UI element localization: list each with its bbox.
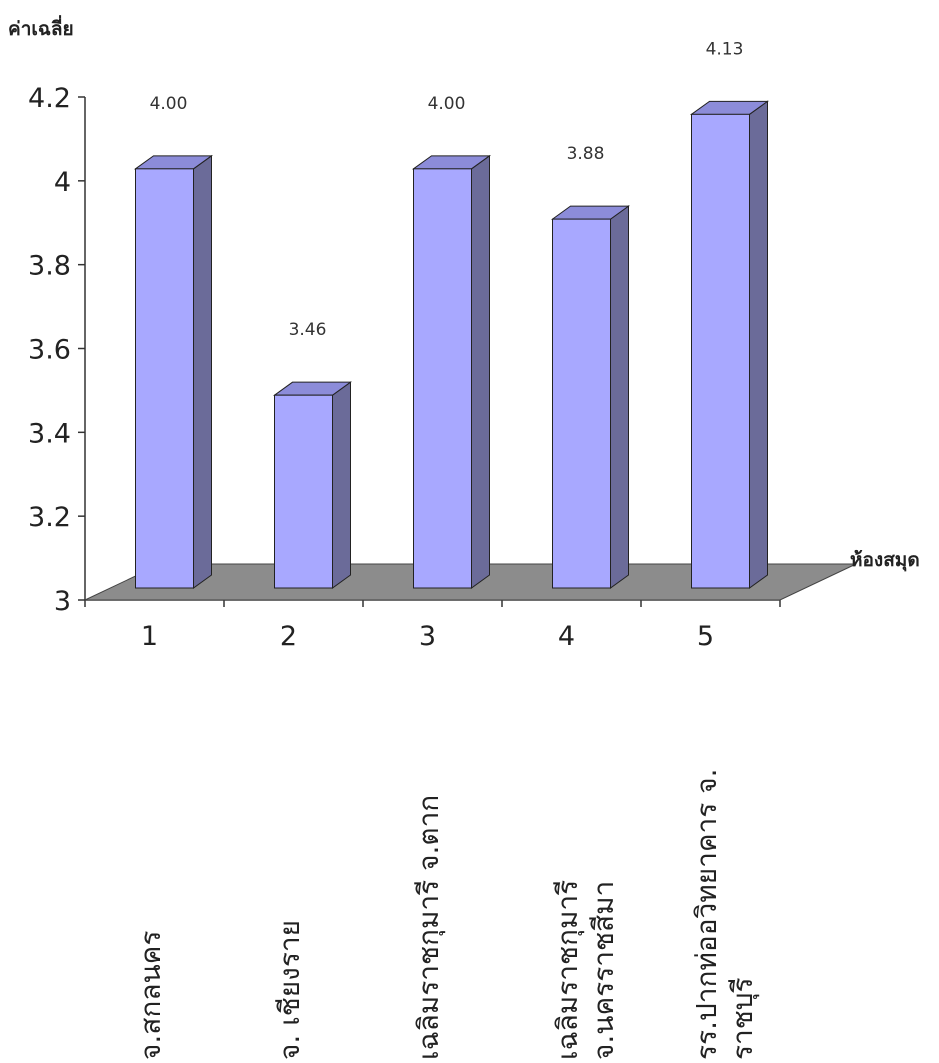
- x-tick-label: 2: [280, 621, 297, 652]
- bar-front: [135, 168, 194, 589]
- category-name-text: เฉลิมราชกุมารี จ.ตาก: [411, 794, 445, 1060]
- x-axis-title: ห้องสมุด: [850, 549, 920, 571]
- data-label: 4.13: [706, 39, 744, 59]
- bar-front: [691, 113, 750, 589]
- bar-2: [272, 381, 353, 589]
- category-name-text: รร.ปากท่ออวิทยาคาร จ. ราชบุรี: [689, 768, 759, 1060]
- bar-side: [471, 154, 490, 589]
- category-name-text: จ. เชียงราย: [272, 919, 306, 1060]
- bar-front: [274, 394, 333, 589]
- y-tick-label: 3.4: [28, 418, 71, 449]
- y-tick-label: 4: [54, 167, 71, 198]
- y-tick-label: 3.6: [28, 335, 71, 366]
- category-name-text: จ.สกลนคร: [133, 930, 167, 1060]
- x-tick-label: 1: [141, 621, 158, 652]
- bar-4: [550, 205, 631, 589]
- chart-axes: 3 3.2 3.4 3.6 3.8 4 4.2: [28, 83, 781, 617]
- y-tick-label: 3.2: [28, 502, 71, 533]
- bar-1: [133, 154, 214, 589]
- y-tick-label: 3: [54, 586, 71, 617]
- bar-3: [411, 154, 492, 589]
- chart-bars: [133, 100, 770, 589]
- bar-front: [552, 218, 611, 589]
- data-label: 4.00: [150, 94, 188, 114]
- bar-side: [749, 100, 768, 589]
- data-label: 4.00: [428, 94, 466, 114]
- bar-side: [332, 381, 351, 589]
- x-tick-label: 3: [419, 621, 436, 652]
- x-tick-label: 4: [558, 621, 575, 652]
- chart-labels: 4.00 1 3.46 2 4.00 3 3.88 4 4.13 5: [141, 39, 744, 652]
- bar-side: [193, 154, 212, 589]
- bar-side: [610, 205, 629, 589]
- y-tick-label: 4.2: [28, 83, 71, 114]
- bar-5: [689, 100, 770, 589]
- data-label: 3.88: [567, 144, 605, 164]
- x-tick-label: 5: [697, 621, 714, 652]
- y-tick-label: 3.8: [28, 251, 71, 282]
- category-name-text: เฉลิมราชกุมารี จ.นครราชสีมา: [550, 879, 620, 1060]
- bar-front: [413, 168, 472, 589]
- y-axis-title: ค่าเฉลี่ย: [8, 18, 74, 40]
- data-label: 3.46: [289, 320, 327, 340]
